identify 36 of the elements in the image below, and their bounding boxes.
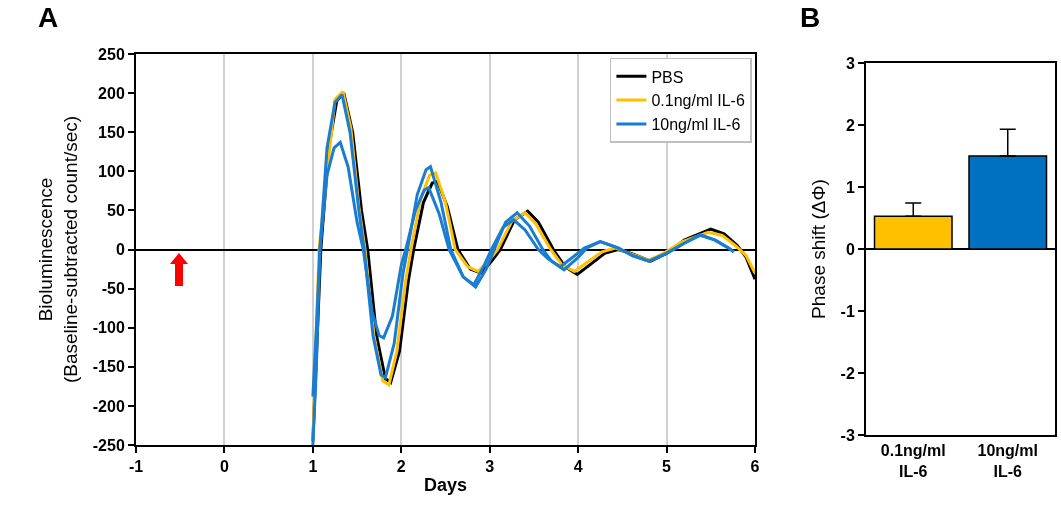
y-tick-label: 150 [98,123,125,141]
x-tick-label: 2 [396,458,406,476]
y-tick-label: -250 [92,436,125,454]
y-tick-label: 100 [98,162,125,180]
y-tick-label: 1 [845,178,855,196]
y-tick-label: -3 [840,426,855,444]
y-axis-title: Phase shift (ΔΦ) [807,179,829,319]
y-tick-label: -50 [101,280,125,298]
legend-label: PBS [651,68,684,86]
chart-title: B [800,2,821,34]
legend-label: 10ng/ml IL-6 [651,116,741,134]
y-tick-label: 50 [107,202,125,219]
x-tick-label: 4 [573,458,583,476]
x-tick-label: 1 [308,458,318,476]
y-tick-label: -2 [840,364,855,382]
y-axis-title: Bioluminescence (Baseline-subtracted count/sec) [35,115,82,384]
x-tick-label: 0.1ng/ml IL-6 [880,442,946,480]
y-tick-label: 0 [845,240,855,258]
y-tick-label: -200 [92,397,125,415]
y-tick-label: 3 [845,54,855,72]
x-tick-label: 10ng/ml IL-6 [977,442,1038,480]
y-tick-label: -150 [92,358,125,376]
chart-title: A [38,2,59,34]
y-tick-label: -1 [840,302,855,320]
legend-label: 0.1ng/ml IL-6 [651,92,745,110]
x-tick-label: 5 [662,458,672,476]
y-tick-label: 250 [98,45,125,63]
y-tick-label: 200 [98,84,125,102]
x-axis-title: Days [423,474,468,495]
x-tick-label: 3 [485,458,495,476]
x-tick-label: -1 [128,458,144,476]
x-tick-label: 6 [750,458,760,476]
y-tick-label: 0 [115,241,125,259]
y-tick-label: -100 [92,319,125,337]
x-tick-label: 0 [219,458,229,476]
y-tick-label: 2 [845,116,855,134]
